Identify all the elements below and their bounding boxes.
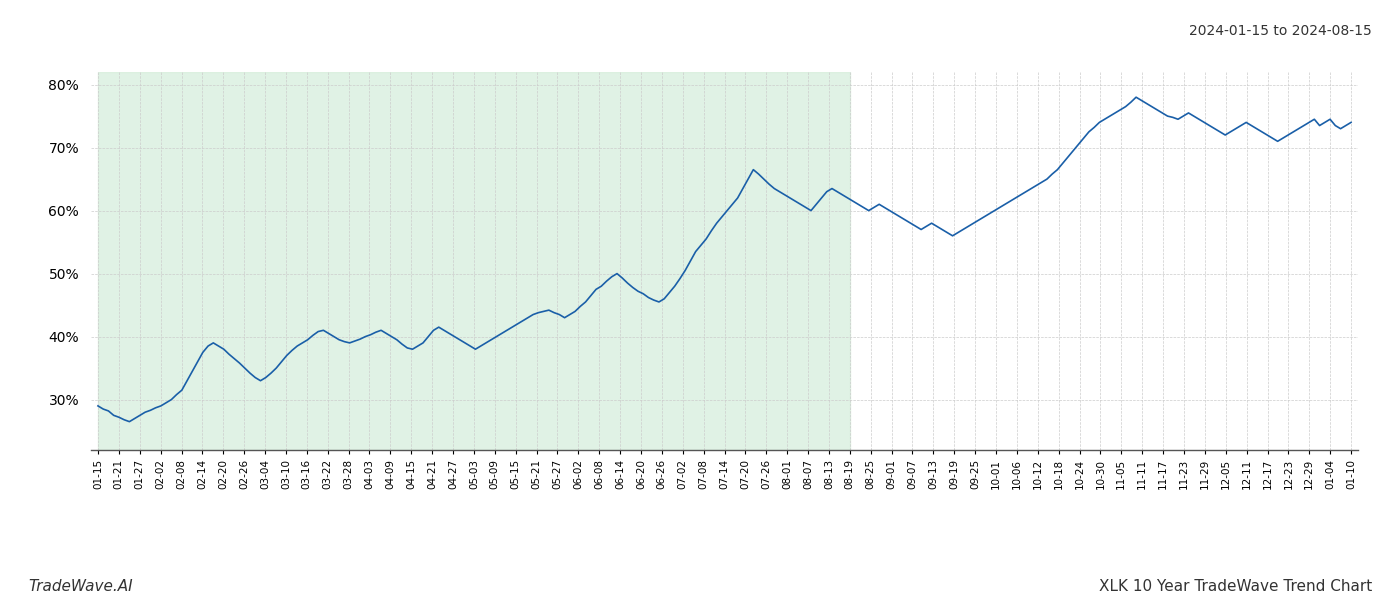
Text: 2024-01-15 to 2024-08-15: 2024-01-15 to 2024-08-15 [1189, 24, 1372, 38]
Text: TradeWave.AI: TradeWave.AI [28, 579, 133, 594]
Text: XLK 10 Year TradeWave Trend Chart: XLK 10 Year TradeWave Trend Chart [1099, 579, 1372, 594]
Bar [98, 72, 850, 450]
